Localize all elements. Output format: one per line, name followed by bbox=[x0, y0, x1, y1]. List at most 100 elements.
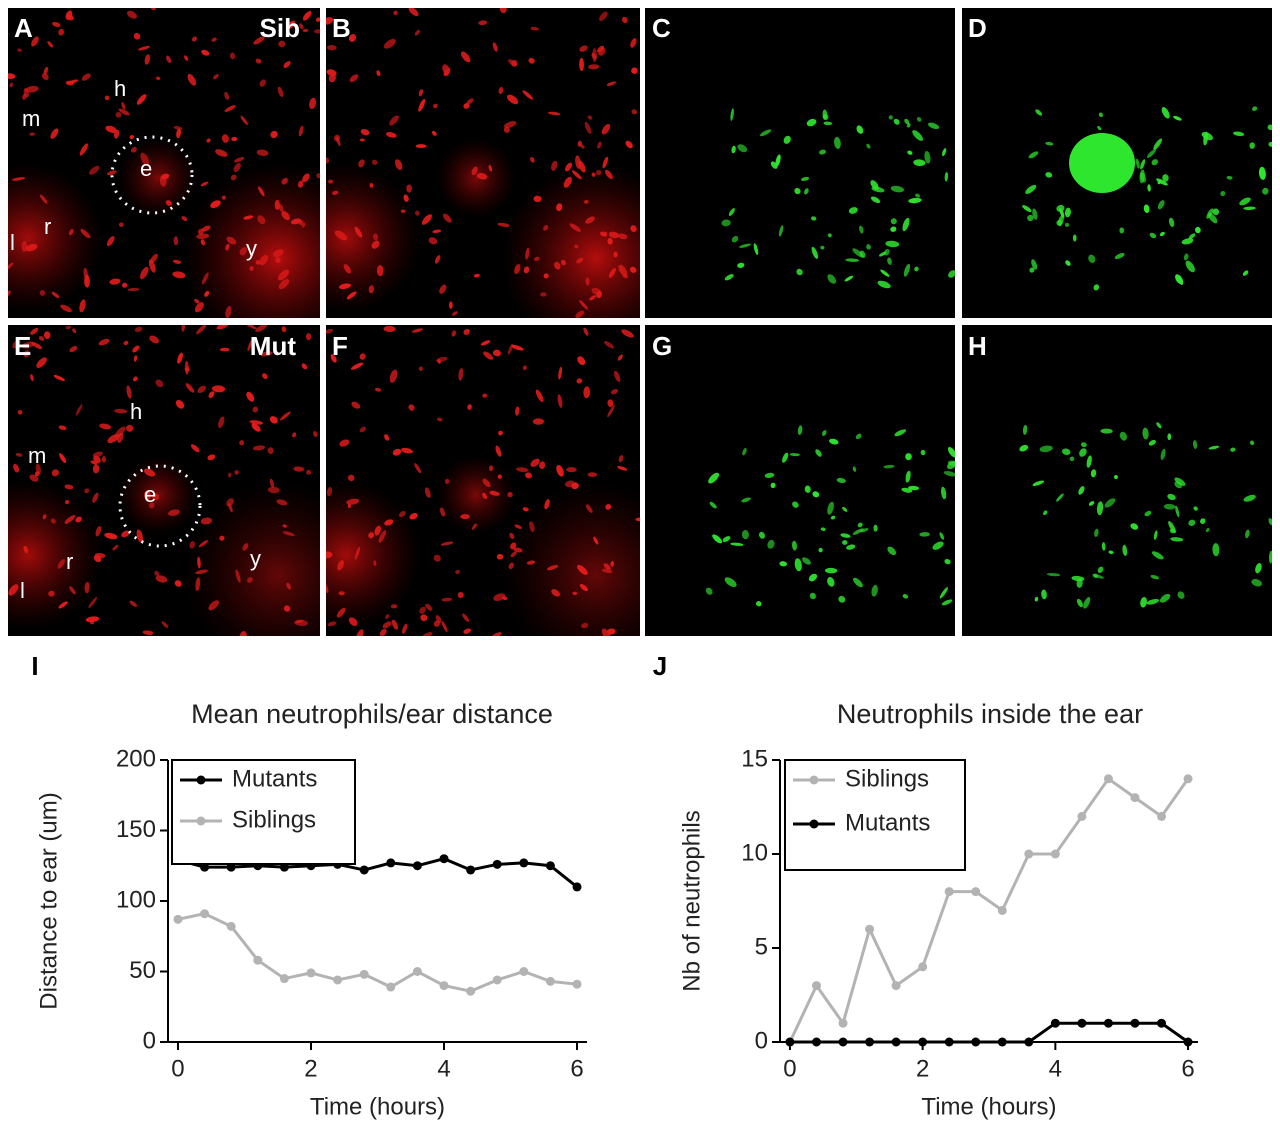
cell bbox=[219, 535, 225, 541]
cell bbox=[385, 614, 390, 620]
cell bbox=[1185, 260, 1195, 273]
cell bbox=[516, 467, 529, 473]
cell bbox=[764, 472, 775, 478]
ear-outline bbox=[118, 464, 202, 548]
cell bbox=[577, 356, 586, 365]
cell bbox=[273, 249, 284, 257]
cell bbox=[1035, 109, 1043, 116]
cell bbox=[510, 542, 517, 550]
ear-outline bbox=[110, 135, 194, 215]
cell bbox=[621, 16, 628, 24]
cell bbox=[314, 29, 320, 34]
cell bbox=[69, 345, 78, 353]
cell bbox=[332, 190, 339, 195]
cell bbox=[724, 577, 737, 588]
cell bbox=[23, 545, 29, 554]
panel-label: B bbox=[332, 13, 351, 43]
cell bbox=[418, 89, 424, 97]
y-tick-label: 15 bbox=[741, 745, 768, 772]
cell bbox=[610, 561, 614, 567]
cell bbox=[1170, 537, 1184, 542]
cell bbox=[30, 374, 34, 382]
cell bbox=[1169, 528, 1176, 534]
cell bbox=[376, 70, 381, 77]
cell bbox=[1146, 599, 1160, 605]
cell bbox=[17, 410, 23, 415]
cell bbox=[313, 431, 318, 438]
cell bbox=[256, 149, 269, 156]
cell bbox=[1043, 510, 1048, 516]
cell bbox=[58, 425, 67, 431]
annotation: h bbox=[130, 399, 142, 424]
cell bbox=[1142, 427, 1149, 440]
cell bbox=[471, 523, 477, 530]
cell bbox=[198, 540, 209, 548]
cell bbox=[210, 200, 221, 209]
data-point bbox=[865, 1037, 875, 1047]
cell bbox=[336, 136, 341, 147]
cell bbox=[299, 23, 304, 30]
cell bbox=[29, 474, 39, 482]
cell bbox=[190, 444, 200, 453]
cell bbox=[121, 530, 130, 538]
cell bbox=[166, 55, 172, 64]
data-point bbox=[1183, 1037, 1193, 1047]
cell bbox=[942, 148, 947, 157]
cells bbox=[326, 8, 640, 318]
cell bbox=[529, 521, 535, 533]
cell bbox=[514, 524, 523, 529]
cell bbox=[482, 393, 488, 398]
cell bbox=[374, 525, 381, 536]
cell bbox=[941, 486, 947, 500]
cell bbox=[230, 174, 237, 181]
cell bbox=[912, 130, 923, 141]
cell bbox=[51, 291, 60, 298]
cell bbox=[576, 378, 583, 384]
cell bbox=[583, 199, 589, 204]
cell bbox=[478, 20, 488, 26]
cell bbox=[1175, 505, 1180, 518]
cell bbox=[414, 463, 422, 474]
cell bbox=[133, 355, 138, 362]
cell bbox=[330, 354, 337, 363]
tissue bbox=[501, 480, 640, 636]
cell bbox=[907, 150, 913, 155]
cell bbox=[789, 453, 800, 457]
cell bbox=[606, 81, 617, 86]
cell bbox=[326, 17, 334, 25]
tissue bbox=[501, 163, 640, 318]
annotation: h bbox=[114, 76, 126, 101]
cell bbox=[200, 517, 213, 525]
cell bbox=[778, 225, 784, 237]
cell bbox=[43, 66, 49, 75]
x-axis-label: Time (hours) bbox=[310, 1093, 445, 1120]
cells bbox=[8, 325, 320, 636]
cell bbox=[613, 370, 621, 382]
cell bbox=[31, 36, 39, 47]
cell bbox=[1031, 259, 1038, 270]
cell bbox=[827, 233, 832, 238]
cell bbox=[1161, 107, 1170, 119]
cell bbox=[493, 593, 506, 602]
cell bbox=[492, 42, 498, 52]
cell bbox=[1046, 573, 1061, 577]
panel-tag: Mut bbox=[250, 331, 297, 361]
cells bbox=[721, 108, 955, 289]
cell bbox=[602, 156, 609, 169]
cell bbox=[498, 430, 503, 436]
cell bbox=[346, 498, 360, 505]
cell bbox=[1027, 214, 1034, 222]
cell bbox=[441, 620, 448, 633]
data-point bbox=[1024, 849, 1034, 859]
cell bbox=[350, 362, 364, 370]
data-point bbox=[944, 887, 954, 897]
cell bbox=[1148, 439, 1156, 446]
cell bbox=[1226, 175, 1233, 180]
cell bbox=[544, 499, 550, 510]
data-point bbox=[785, 1037, 795, 1047]
y-tick-label: 5 bbox=[755, 933, 768, 960]
x-tick-label: 0 bbox=[171, 1055, 184, 1082]
cell bbox=[233, 162, 241, 173]
data-point bbox=[997, 1037, 1007, 1047]
